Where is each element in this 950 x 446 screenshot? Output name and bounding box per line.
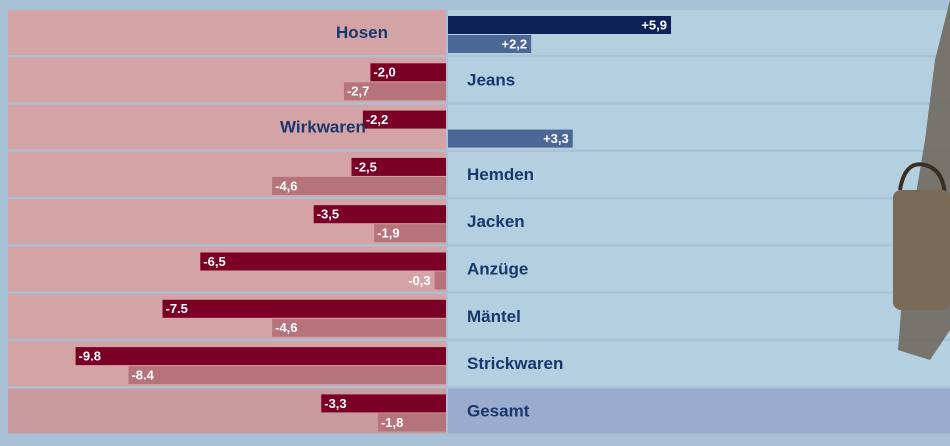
bar	[163, 300, 447, 318]
bar	[272, 177, 446, 195]
value-label: -3,5	[317, 207, 339, 222]
value-label: -8.4	[131, 368, 154, 383]
value-label: +3,3	[543, 131, 569, 146]
row-right	[448, 294, 950, 339]
category-label: Jacken	[467, 212, 525, 231]
value-label: -0,3	[408, 273, 430, 288]
value-label: -3,3	[324, 396, 346, 411]
value-label: -6,5	[203, 254, 225, 269]
value-label: -2,0	[373, 65, 395, 80]
value-label: +2,2	[501, 36, 527, 51]
value-label: -4,6	[275, 320, 297, 335]
bar	[76, 347, 446, 365]
top-strip	[0, 0, 950, 8]
bar	[128, 366, 446, 384]
value-label: -2,5	[355, 159, 377, 174]
category-label: Anzüge	[467, 259, 528, 278]
bar	[272, 319, 446, 337]
value-label: -4,6	[275, 178, 297, 193]
value-label: -1,8	[381, 415, 403, 430]
category-label: Strickwaren	[467, 354, 563, 373]
rows: +5,9 +2,2 Hosen -2,0 -2,7 Jeans -2,2 +3,3 Wirkwa…	[8, 10, 950, 433]
bar	[435, 272, 446, 290]
bar	[448, 16, 671, 34]
bar	[200, 253, 446, 271]
row-right	[448, 57, 950, 102]
category-label: Jeans	[467, 70, 515, 89]
value-label: -2,2	[366, 112, 388, 127]
value-label: -7.5	[166, 301, 188, 316]
value-label: +5,9	[641, 17, 667, 32]
category-label: Gesamt	[467, 401, 530, 420]
category-label: Mäntel	[467, 307, 521, 326]
bag	[893, 190, 950, 310]
category-label: Hemden	[467, 165, 534, 184]
chart: +5,9 +2,2 Hosen -2,0 -2,7 Jeans -2,2 +3,3 Wirkwa…	[0, 0, 950, 446]
category-label: Wirkwaren	[280, 118, 366, 137]
value-label: -1,9	[377, 226, 399, 241]
category-label: Hosen	[336, 23, 388, 42]
value-label: -9.8	[79, 349, 101, 364]
value-label: -2,7	[347, 84, 369, 99]
